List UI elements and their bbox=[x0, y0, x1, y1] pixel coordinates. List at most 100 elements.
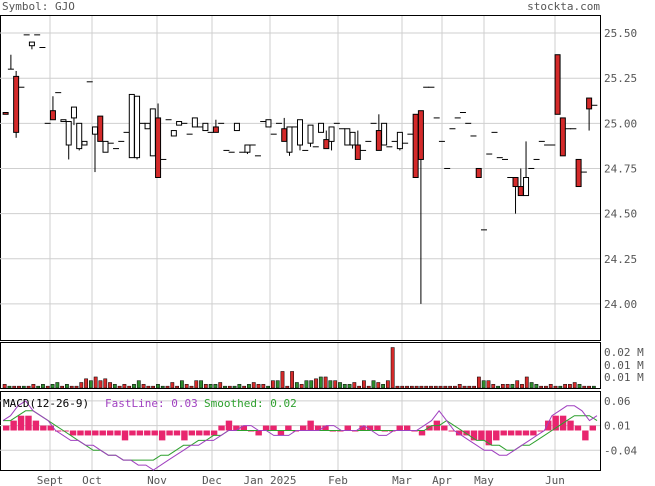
volume-bar bbox=[429, 385, 433, 389]
macd-hist-bar bbox=[92, 430, 99, 436]
volume-bar bbox=[553, 385, 558, 389]
volume-bar bbox=[409, 385, 414, 389]
volume-bar bbox=[271, 380, 275, 389]
macd-hist-bar bbox=[10, 420, 17, 431]
candle-body bbox=[297, 119, 303, 146]
volume-bar bbox=[443, 385, 448, 389]
macd-hist-bar bbox=[322, 425, 329, 431]
candle-body bbox=[91, 126, 98, 135]
volume-bar bbox=[242, 385, 247, 389]
volume-bar bbox=[266, 385, 271, 389]
candle-body bbox=[76, 122, 83, 150]
macd-hist-bar bbox=[136, 430, 144, 436]
volume-bar bbox=[237, 384, 242, 389]
volume-bar bbox=[405, 385, 409, 389]
x-tick-label: Jun bbox=[545, 474, 565, 486]
candle-body bbox=[281, 128, 288, 142]
volume-bar bbox=[352, 382, 357, 389]
macd-hist-bar bbox=[233, 425, 240, 431]
volume-bar bbox=[247, 384, 251, 389]
volume-bar bbox=[314, 378, 318, 389]
macd-hist-bar bbox=[106, 430, 114, 436]
volume-bar bbox=[79, 382, 84, 389]
macd-hist-bar bbox=[582, 430, 589, 441]
candle-body bbox=[81, 140, 88, 146]
volume-bar bbox=[275, 380, 280, 389]
volume-bar bbox=[127, 385, 132, 389]
volume-bar bbox=[103, 378, 108, 389]
macd-hist-bar bbox=[574, 425, 582, 431]
volume-tick-label: 0.01 M bbox=[604, 371, 644, 384]
candle-body bbox=[396, 131, 403, 150]
volume-bar bbox=[515, 380, 520, 389]
price-tick-label: 25.25 bbox=[604, 72, 637, 85]
pane-price bbox=[0, 15, 601, 341]
volume-bar bbox=[328, 380, 333, 389]
macd-hist-bar bbox=[277, 430, 285, 436]
macd-hist-bar bbox=[218, 425, 225, 431]
x-tick-label: Feb bbox=[328, 474, 348, 486]
candle-body bbox=[512, 177, 519, 188]
x-tick-label: May bbox=[474, 474, 494, 486]
volume-bar bbox=[112, 384, 117, 389]
candle-body bbox=[328, 126, 335, 142]
volume-bar bbox=[496, 385, 500, 389]
macd-hist-bar bbox=[537, 430, 545, 432]
volume-bar bbox=[141, 384, 146, 389]
macd-title: MACD(12-26-9) bbox=[3, 397, 89, 410]
volume-bar bbox=[582, 385, 587, 389]
volume-bar bbox=[366, 385, 371, 389]
macd-hist-bar bbox=[69, 430, 77, 436]
x-tick-label: Sept bbox=[37, 474, 64, 486]
macd-hist-bar bbox=[255, 430, 262, 436]
candle-body bbox=[102, 140, 109, 153]
candle-body bbox=[265, 119, 272, 128]
macd-hist-bar bbox=[40, 425, 47, 431]
volume-bar bbox=[505, 384, 510, 389]
macd-hist-bar bbox=[545, 420, 552, 431]
macd-hist-bar bbox=[84, 430, 92, 436]
macd-hist-bar bbox=[158, 430, 166, 441]
price-tick-label: 25.00 bbox=[604, 117, 637, 130]
macd-hist-bar bbox=[403, 425, 411, 431]
volume-bar bbox=[587, 385, 591, 389]
volume-bar bbox=[362, 380, 366, 389]
candle-body bbox=[381, 122, 388, 146]
macd-hist-bar bbox=[552, 415, 559, 431]
volume-tick-label: 0.02 M bbox=[604, 346, 644, 359]
volume-bar bbox=[457, 384, 462, 389]
macd-hist-bar bbox=[188, 430, 196, 436]
price-tick-label: 24.50 bbox=[604, 208, 637, 221]
x-tick-label: Mar bbox=[392, 474, 412, 486]
volume-bar bbox=[534, 384, 539, 389]
macd-hist-bar bbox=[54, 430, 62, 432]
volume-bar bbox=[261, 384, 266, 389]
volume-bar bbox=[179, 380, 184, 389]
volume-bar bbox=[510, 384, 515, 389]
candle-body bbox=[354, 144, 361, 160]
macd-tick-label: 0.06 bbox=[604, 395, 631, 408]
volume-bar bbox=[223, 385, 227, 389]
volume-bar bbox=[357, 385, 362, 389]
candle-body bbox=[375, 130, 382, 151]
macd-hist-bar bbox=[396, 425, 403, 431]
macd-hist-bar bbox=[448, 430, 455, 432]
x-tick-label: Jan 2025 bbox=[244, 474, 297, 486]
candle-body bbox=[49, 110, 56, 121]
macd-hist-bar bbox=[515, 430, 522, 436]
macd-hist-bar bbox=[589, 425, 596, 431]
x-tick-label: Dec bbox=[202, 474, 222, 486]
volume-bar bbox=[69, 385, 74, 389]
macd-hist-bar bbox=[47, 425, 54, 431]
macd-hist-bar bbox=[478, 430, 485, 441]
macd-fast-label: FastLine: 0.03 bbox=[105, 397, 198, 410]
volume-bar bbox=[122, 384, 127, 389]
volume-bar bbox=[419, 385, 424, 389]
volume-bar bbox=[347, 384, 352, 389]
volume-bar bbox=[256, 384, 261, 389]
volume-bar bbox=[208, 384, 213, 389]
candle-body bbox=[212, 126, 219, 133]
macd-hist-bar bbox=[173, 430, 181, 436]
volume-bar bbox=[333, 380, 338, 389]
volume-tick-label: 0.01 M bbox=[604, 359, 644, 372]
